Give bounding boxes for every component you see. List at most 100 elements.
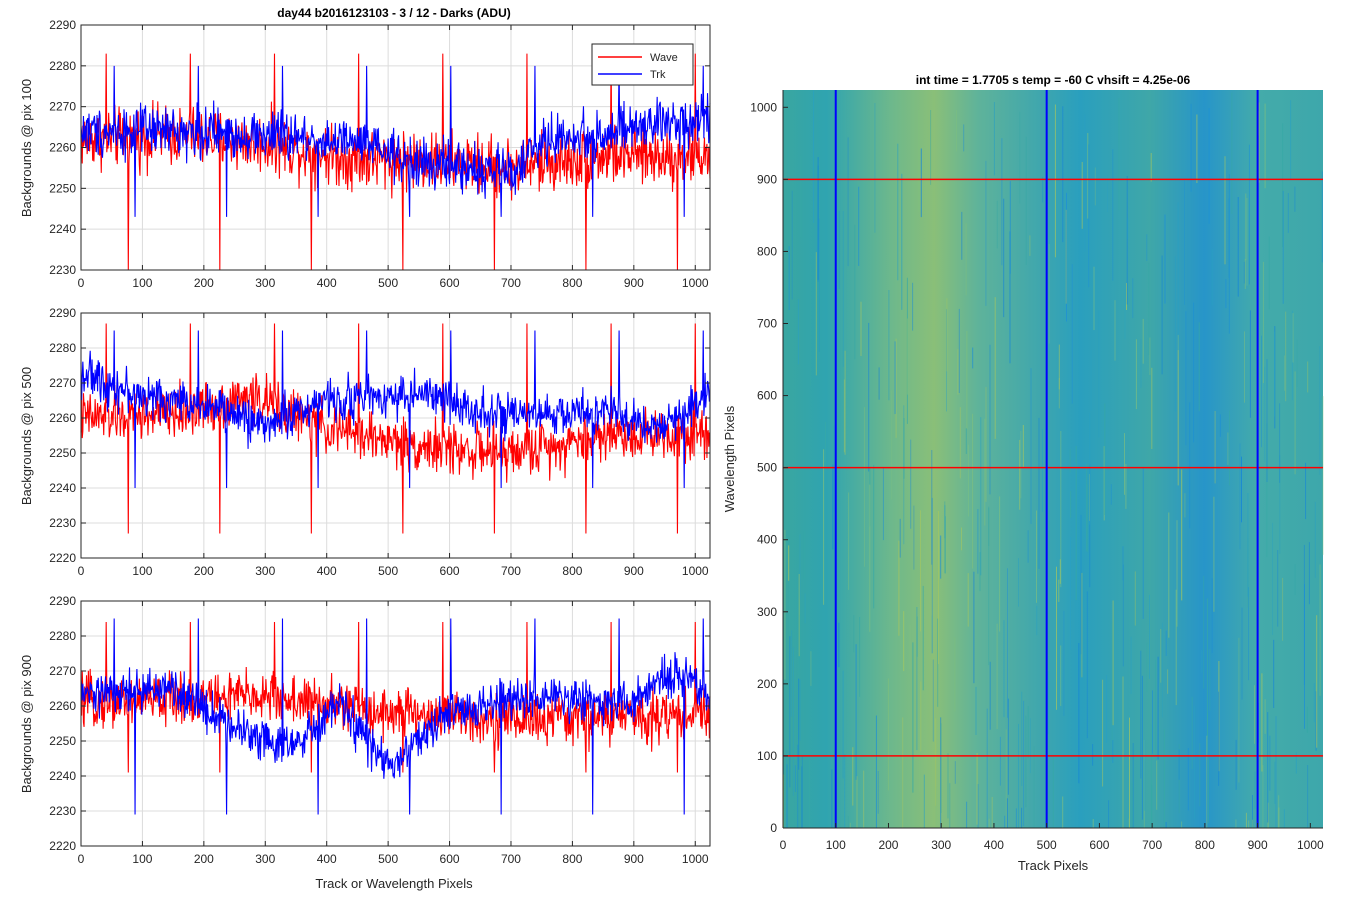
heatmap-texture bbox=[1304, 584, 1305, 729]
heatmap-texture bbox=[1144, 739, 1146, 811]
heatmap-texture bbox=[961, 211, 963, 260]
heatmap-texture bbox=[989, 344, 991, 495]
heatmap-texture bbox=[1224, 156, 1226, 265]
heatmap-texture bbox=[1248, 820, 1250, 828]
heatmap-texture bbox=[1060, 431, 1062, 588]
heatmap-texture bbox=[1163, 729, 1165, 828]
heatmap-texture bbox=[975, 686, 977, 735]
heatmap-texture bbox=[899, 518, 901, 558]
heatmap-texture bbox=[1062, 106, 1064, 243]
heatmap-texture bbox=[1070, 490, 1072, 518]
heatmap-texture bbox=[1249, 310, 1251, 418]
heatmap-texture bbox=[1181, 821, 1183, 828]
heatmap-x-tick-label: 500 bbox=[1037, 838, 1057, 852]
heatmap-texture bbox=[1322, 396, 1324, 555]
heatmap-texture bbox=[877, 771, 879, 814]
y-tick-label: 2240 bbox=[49, 769, 76, 783]
heatmap-texture bbox=[1308, 542, 1310, 605]
heatmap-texture bbox=[1218, 691, 1220, 786]
heatmap-texture bbox=[1084, 114, 1086, 252]
heatmap-texture bbox=[1213, 496, 1215, 612]
heatmap-x-tick-label: 600 bbox=[1089, 838, 1109, 852]
heatmap-texture bbox=[894, 341, 896, 414]
heatmap-texture bbox=[789, 569, 790, 633]
heatmap-y-tick-label: 300 bbox=[757, 605, 777, 619]
heatmap-texture bbox=[1089, 464, 1091, 588]
heatmap-texture bbox=[1245, 812, 1247, 828]
heatmap-texture bbox=[1191, 696, 1193, 769]
heatmap-texture bbox=[1041, 429, 1043, 512]
heatmap-texture bbox=[1018, 723, 1019, 828]
heatmap-texture bbox=[1261, 335, 1262, 448]
heatmap-texture bbox=[1019, 439, 1021, 510]
heatmap-texture bbox=[1087, 133, 1089, 219]
heatmap-texture bbox=[1140, 650, 1142, 779]
heatmap-texture bbox=[1214, 411, 1216, 484]
x-tick-label: 400 bbox=[317, 276, 337, 290]
heatmap-texture bbox=[938, 511, 939, 665]
heatmap-x-tick-label: 1000 bbox=[1297, 838, 1324, 852]
heatmap-texture bbox=[1140, 339, 1142, 388]
heatmap-texture bbox=[799, 534, 801, 600]
heatmap-texture bbox=[940, 723, 942, 813]
heatmap-texture bbox=[913, 505, 915, 570]
heatmap-texture bbox=[1114, 300, 1116, 361]
heatmap-texture bbox=[1248, 144, 1250, 285]
heatmap-texture bbox=[1058, 579, 1060, 602]
heatmap-texture bbox=[1092, 744, 1094, 766]
heatmap-texture bbox=[787, 146, 789, 181]
heatmap-texture bbox=[1069, 449, 1071, 473]
heatmap-texture bbox=[985, 160, 987, 306]
heatmap-texture bbox=[1110, 484, 1112, 505]
heatmap-texture bbox=[999, 496, 1001, 632]
heatmap-y-tick-label: 800 bbox=[757, 244, 777, 258]
heatmap-texture bbox=[1083, 564, 1085, 607]
heatmap-texture bbox=[947, 753, 949, 819]
heatmap-texture bbox=[1052, 757, 1054, 828]
heatmap-texture bbox=[1184, 180, 1185, 305]
heatmap-texture bbox=[931, 450, 933, 565]
heatmap-texture bbox=[1305, 462, 1307, 520]
heatmap-x-tick-label: 300 bbox=[931, 838, 951, 852]
heatmap-texture bbox=[986, 708, 988, 828]
heatmap-texture bbox=[794, 765, 796, 792]
y-tick-label: 2230 bbox=[49, 263, 76, 277]
heatmap-texture bbox=[1279, 455, 1281, 554]
heatmap-texture bbox=[1241, 456, 1242, 523]
heatmap-texture bbox=[1106, 675, 1108, 743]
heatmap-texture bbox=[1278, 795, 1280, 828]
heatmap-texture bbox=[1124, 285, 1126, 339]
heatmap-texture bbox=[803, 531, 805, 579]
heatmap-texture bbox=[984, 418, 986, 526]
heatmap-texture bbox=[1252, 819, 1253, 828]
heatmap-texture bbox=[1319, 564, 1321, 696]
heatmap-texture bbox=[959, 407, 961, 479]
heatmap-texture bbox=[1126, 283, 1127, 310]
heatmap-texture bbox=[792, 647, 794, 796]
heatmap-texture bbox=[1247, 493, 1249, 597]
heatmap-texture bbox=[799, 679, 801, 741]
heatmap-texture bbox=[1168, 512, 1170, 638]
series-line-trk bbox=[80, 330, 711, 489]
heatmap-texture bbox=[1148, 262, 1150, 355]
heatmap-texture bbox=[956, 109, 958, 152]
x-tick-label: 300 bbox=[255, 276, 275, 290]
heatmap-texture bbox=[954, 637, 956, 712]
heatmap-texture bbox=[912, 282, 914, 331]
x-tick-label: 500 bbox=[378, 276, 398, 290]
heatmap-texture bbox=[863, 770, 865, 828]
heatmap-texture bbox=[858, 186, 860, 266]
heatmap-texture bbox=[1065, 209, 1067, 304]
heatmap-texture bbox=[818, 218, 820, 352]
y-tick-label: 2250 bbox=[49, 734, 76, 748]
heatmap-texture bbox=[991, 797, 993, 828]
heatmap-texture bbox=[1209, 649, 1211, 711]
heatmap-texture bbox=[1273, 639, 1275, 708]
heatmap-texture bbox=[1142, 468, 1144, 619]
heatmap-texture bbox=[832, 464, 834, 550]
heatmap-texture bbox=[787, 243, 789, 346]
heatmap-texture bbox=[1268, 236, 1270, 310]
heatmap-texture bbox=[798, 589, 800, 739]
heatmap-texture bbox=[1020, 431, 1022, 499]
heatmap-texture bbox=[843, 379, 845, 453]
